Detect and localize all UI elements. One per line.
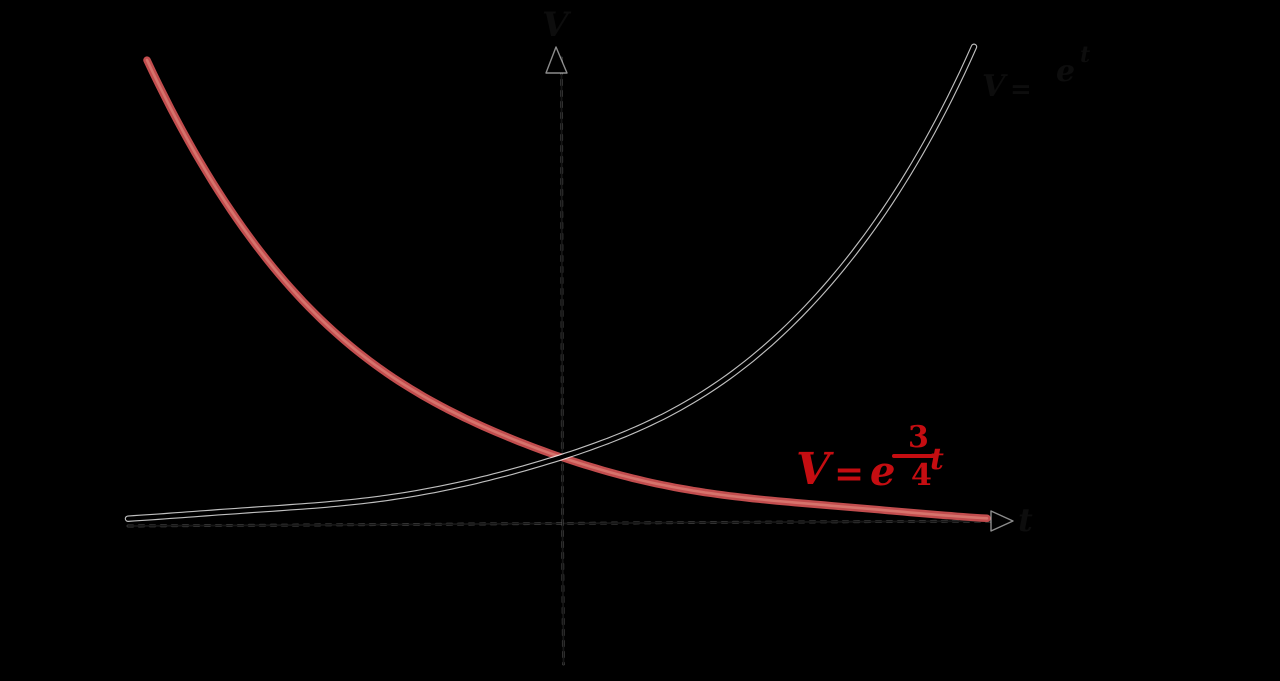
- x-axis-line: [127, 520, 1003, 527]
- axis-arrowheads: [545, 46, 1014, 532]
- x-axis-arrowhead: [990, 510, 1014, 532]
- red-eq-base: e: [870, 448, 896, 495]
- y-axis-arrowhead: [545, 46, 568, 74]
- red-curve-equation-label: V = e 3 4 t: [780, 418, 970, 502]
- black-curve: [124, 43, 978, 522]
- red-eq-exp-numerator: 3: [908, 420, 929, 455]
- black-exponential-growth-curve: [125, 44, 977, 521]
- black-curve-equation-label: V = e t: [982, 44, 1122, 104]
- red-eq-equals: =: [834, 453, 865, 495]
- black-eq-base: e: [1056, 54, 1076, 89]
- black-eq-lhs: V: [982, 69, 1006, 104]
- x-axis-label: t: [1018, 501, 1033, 539]
- red-curve: [143, 56, 991, 523]
- y-axis-line: [560, 57, 565, 665]
- red-eq-exp-denominator: 4: [911, 458, 932, 493]
- black-eq-exponent: t: [1080, 42, 1091, 68]
- red-curve-highlight-core: [145, 58, 989, 520]
- red-eq-lhs: V: [796, 444, 831, 495]
- y-axis-label: V: [542, 5, 569, 45]
- red-eq-exp-minus-fraction-bar: [892, 454, 936, 458]
- axes: [126, 56, 1004, 666]
- red-eq-exp-variable: t: [930, 442, 944, 477]
- black-eq-equals: =: [1010, 75, 1032, 105]
